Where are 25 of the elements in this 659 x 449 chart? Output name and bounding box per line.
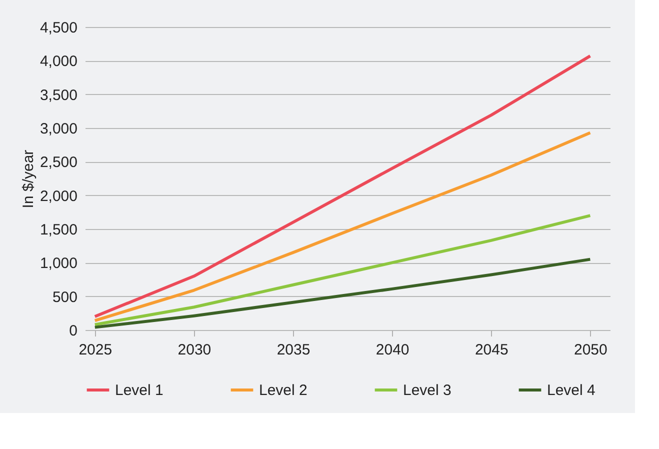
y-tick-label: 1,000 (40, 255, 78, 272)
y-axis-title: In $/year (20, 150, 37, 208)
y-tick-label: 2,000 (40, 188, 78, 205)
legend-label: Level 1 (115, 382, 164, 399)
x-tick-label: 2025 (78, 342, 112, 358)
y-tick-label: 2,500 (40, 154, 78, 172)
y-tick-label: 1,500 (40, 222, 78, 238)
x-tick-label: 2035 (276, 342, 310, 358)
legend-label: Level 3 (403, 382, 452, 399)
legend-label: Level 4 (547, 382, 596, 399)
x-tick-label: 2050 (574, 342, 608, 358)
x-tick-label: 2030 (178, 342, 212, 358)
line-series (93, 258, 592, 329)
line-series (93, 54, 592, 318)
y-tick-label: 500 (52, 288, 78, 306)
line-series (93, 214, 592, 326)
legend-label: Level 2 (259, 382, 308, 399)
x-tick-label: 2045 (474, 342, 508, 358)
y-tick-label: 3,500 (40, 86, 78, 104)
line-series (93, 131, 592, 322)
y-tick-label: 0 (69, 322, 78, 340)
y-tick-label: 3,000 (40, 120, 78, 138)
y-tick-label: 4,000 (40, 53, 78, 70)
x-tick-label: 2040 (376, 342, 410, 358)
y-tick-label: 4,500 (40, 20, 78, 36)
